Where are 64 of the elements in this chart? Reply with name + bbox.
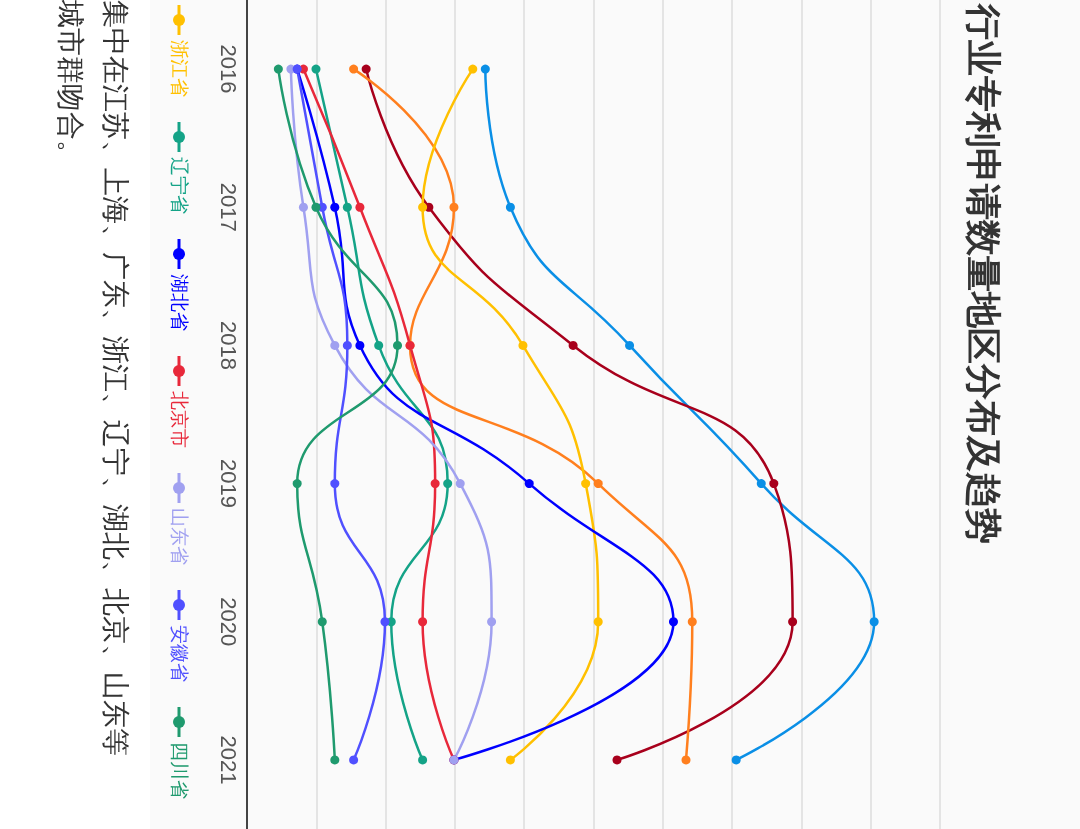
point: [418, 617, 428, 627]
point: [518, 340, 528, 350]
point: [330, 755, 340, 765]
point: [449, 202, 459, 212]
point: [581, 479, 591, 489]
point: [430, 479, 440, 489]
point: [342, 340, 352, 350]
point: [418, 755, 428, 765]
point: [593, 479, 603, 489]
point: [311, 202, 321, 212]
point: [443, 479, 453, 489]
point: [317, 617, 327, 627]
point: [681, 755, 691, 765]
point: [869, 617, 879, 627]
legend-label: 安徽省: [169, 625, 191, 682]
point: [455, 479, 465, 489]
point: [330, 202, 340, 212]
point: [298, 202, 308, 212]
point: [355, 340, 365, 350]
y-tick-label: 2020: [215, 597, 241, 647]
point: [612, 755, 622, 765]
point: [668, 617, 678, 627]
y-tick-label: 2017: [215, 182, 241, 232]
point: [349, 64, 359, 74]
legend-label: 四川省: [169, 742, 191, 799]
y-tick-label: 2016: [215, 44, 241, 94]
point: [330, 479, 340, 489]
point: [468, 64, 478, 74]
point: [505, 755, 515, 765]
point: [292, 479, 302, 489]
y-tick-label: 2018: [215, 320, 241, 370]
point: [568, 340, 578, 350]
point: [731, 755, 741, 765]
text: 行业专利申请数量地区分布及趋势: [962, 4, 1005, 544]
point: [349, 755, 359, 765]
point: [788, 617, 798, 627]
point: [480, 64, 490, 74]
point: [769, 479, 779, 489]
legend-label: 浙江省: [169, 40, 191, 97]
point: [418, 202, 428, 212]
legend-label: 山东省: [169, 508, 191, 565]
legend-label: 辽宁省: [169, 157, 191, 214]
point: [524, 479, 534, 489]
point: [273, 64, 283, 74]
point: [505, 202, 515, 212]
point: [374, 340, 384, 350]
point: [342, 202, 352, 212]
legend-label: 北京市: [169, 391, 191, 448]
point: [330, 340, 340, 350]
text: 集中在江苏、上海、广东、浙江、辽宁、湖北、北京、山东等: [98, 0, 133, 756]
point: [756, 479, 766, 489]
y-tick-label: 2019: [215, 459, 241, 509]
point: [687, 617, 697, 627]
point: [625, 340, 635, 350]
point: [593, 617, 603, 627]
y-tick-label: 2021: [215, 735, 241, 785]
point: [487, 617, 497, 627]
point: [393, 340, 403, 350]
point: [361, 64, 371, 74]
legend-label: 湖北省: [169, 274, 191, 331]
point: [355, 202, 365, 212]
point: [380, 617, 390, 627]
text: 城市群吻合。: [53, 0, 88, 170]
point: [311, 64, 321, 74]
